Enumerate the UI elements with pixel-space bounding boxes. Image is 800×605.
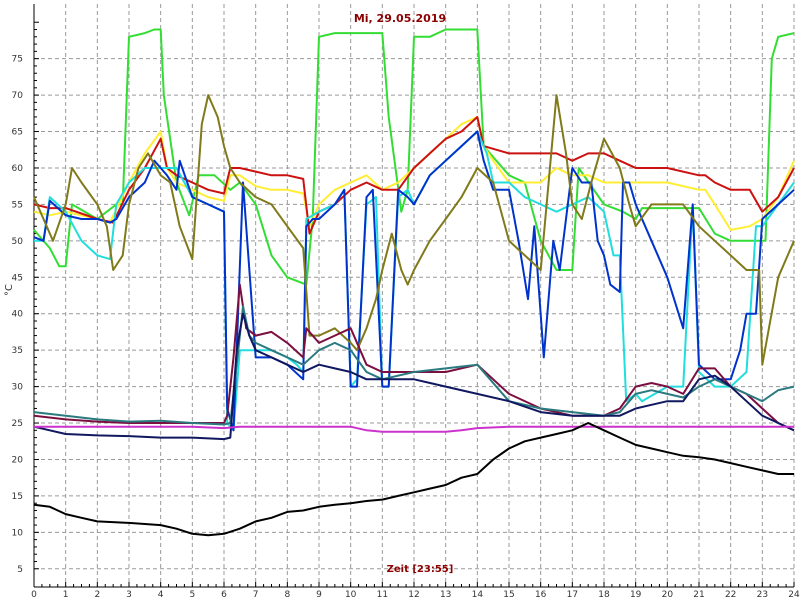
x-tick-label: 13 [440, 590, 451, 600]
x-tick-label: 5 [189, 590, 195, 600]
y-axis-label: °C [4, 284, 15, 296]
x-tick-labels: 0 1 2 3 4 5 6 7 8 9 10 11 12 13 14 15 16 17 18 19 20 21 22 23 24 [31, 590, 800, 600]
y-tick-label: 15 [12, 492, 23, 502]
y-tick-label: 60 [12, 164, 24, 174]
x-tick-label: 20 [662, 590, 674, 600]
series-line-1 [33, 28, 795, 286]
y-tick-label: 40 [12, 310, 24, 320]
x-tick-label: 16 [535, 590, 547, 600]
x-tick-label: 1 [63, 590, 69, 600]
x-tick-label: 8 [284, 590, 290, 600]
x-tick-label: 18 [598, 590, 610, 600]
series-line-10 [34, 425, 794, 433]
x-tick-label: 6 [221, 590, 227, 600]
x-tick-label: 7 [253, 590, 259, 600]
y-tick-label: 55 [12, 200, 23, 210]
y-tick-label: 50 [12, 237, 24, 247]
y-tick-label: 75 [12, 55, 23, 65]
y-tick-label: 5 [17, 565, 23, 575]
y-tick-label: 65 [12, 128, 23, 138]
series-line-5 [33, 130, 795, 432]
series-line-3 [33, 116, 795, 235]
x-tick-label: 2 [94, 590, 100, 600]
y-tick-label: 30 [12, 383, 24, 393]
x-tick-label: 14 [472, 590, 484, 600]
x-tick-label: 23 [757, 590, 768, 600]
x-tick-label: 21 [693, 590, 704, 600]
series-line-9 [33, 312, 795, 441]
y-tick-label: 45 [12, 273, 23, 283]
x-axis-label: Zeit [23:55] [387, 564, 454, 575]
x-tick-label: 9 [316, 590, 322, 600]
x-tick-label: 12 [408, 590, 419, 600]
x-tick-label: 3 [126, 590, 132, 600]
x-tick-label: 15 [503, 590, 514, 600]
series-group [33, 28, 795, 537]
chart-title: Mi, 29.05.2019 [354, 12, 446, 25]
y-tick-labels: 5 10 15 20 25 30 35 40 45 50 55 60 65 70 75 [12, 55, 24, 575]
x-tick-label: 11 [377, 590, 388, 600]
axes [33, 4, 795, 588]
series-line-2 [33, 116, 795, 231]
series-line-7 [33, 283, 795, 432]
x-tick-label: 10 [345, 590, 357, 600]
series-line-11 [33, 422, 794, 537]
x-tick-label: 22 [725, 590, 736, 600]
y-tick-label: 70 [12, 91, 24, 101]
y-tick-label: 10 [12, 528, 24, 538]
x-tick-label: 17 [567, 590, 578, 600]
y-tick-label: 25 [12, 419, 23, 429]
x-tick-label: 0 [31, 590, 37, 600]
x-tick-label: 19 [630, 590, 642, 600]
x-tick-label: 4 [158, 590, 164, 600]
series-line-6 [33, 94, 795, 366]
x-tick-label: 24 [788, 590, 800, 600]
y-tick-label: 35 [12, 346, 23, 356]
y-tick-label: 20 [12, 455, 24, 465]
